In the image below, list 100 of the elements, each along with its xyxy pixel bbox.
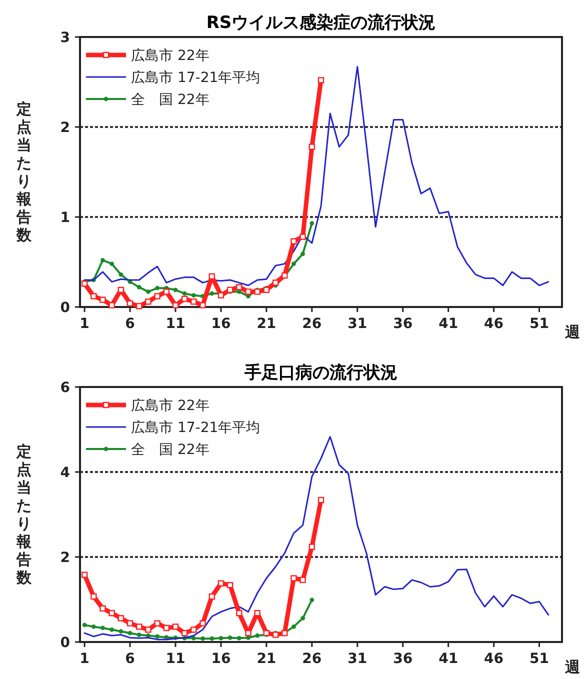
x-tick-label: 11 bbox=[166, 651, 186, 667]
point bbox=[200, 302, 206, 308]
y-tick-label: 1 bbox=[60, 210, 70, 226]
point bbox=[154, 293, 160, 300]
x-axis-title: 週 bbox=[564, 658, 581, 676]
point bbox=[100, 626, 105, 630]
legend-label: 広島市 22年 bbox=[131, 398, 210, 414]
point bbox=[182, 291, 187, 296]
point bbox=[163, 624, 170, 632]
point bbox=[118, 286, 124, 293]
point bbox=[272, 280, 279, 286]
point bbox=[236, 284, 242, 290]
point bbox=[126, 300, 134, 306]
point bbox=[255, 633, 260, 638]
x-tick-label: 41 bbox=[438, 651, 458, 667]
x-tick-label: 1 bbox=[80, 316, 90, 332]
point bbox=[300, 234, 306, 240]
point bbox=[91, 624, 96, 629]
point bbox=[90, 593, 97, 600]
x-tick-label: 16 bbox=[211, 651, 231, 667]
x-tick-label: 6 bbox=[125, 651, 135, 667]
point bbox=[100, 296, 106, 303]
point bbox=[118, 629, 124, 634]
point bbox=[300, 576, 306, 584]
point bbox=[318, 77, 324, 84]
x-tick-label: 46 bbox=[484, 651, 504, 667]
point bbox=[318, 496, 324, 504]
point bbox=[226, 286, 234, 293]
point bbox=[155, 634, 160, 639]
point bbox=[90, 293, 97, 300]
y-tick-label: 2 bbox=[60, 120, 70, 136]
point bbox=[172, 624, 179, 630]
legend-label: 広島市 22年 bbox=[131, 48, 210, 64]
y-axis-title: 定点当たり報告数 bbox=[16, 442, 32, 586]
point bbox=[208, 273, 215, 280]
point bbox=[310, 221, 314, 226]
point bbox=[136, 285, 142, 290]
point bbox=[210, 291, 214, 296]
point bbox=[254, 288, 260, 295]
x-axis-title: 週 bbox=[564, 323, 581, 341]
x-tick-label: 36 bbox=[393, 651, 413, 667]
point bbox=[136, 632, 142, 637]
point bbox=[218, 292, 224, 298]
y-axis-title: 定点当たり報告数 bbox=[16, 100, 32, 244]
point bbox=[145, 298, 152, 305]
point bbox=[308, 544, 316, 550]
chart-title: 手足口病の流行状況 bbox=[244, 363, 398, 383]
point bbox=[100, 605, 106, 612]
x-tick-label: 26 bbox=[302, 316, 322, 332]
point bbox=[118, 615, 124, 622]
point bbox=[300, 616, 306, 620]
point bbox=[190, 298, 197, 305]
y-tick-label: 0 bbox=[60, 635, 70, 651]
y-tick-label: 2 bbox=[60, 550, 70, 566]
x-tick-label: 31 bbox=[348, 651, 368, 667]
x-tick-label: 46 bbox=[484, 316, 504, 332]
point bbox=[145, 626, 152, 633]
point bbox=[181, 630, 188, 636]
point bbox=[292, 262, 296, 266]
y-tick-label: 6 bbox=[60, 380, 70, 396]
point bbox=[108, 610, 115, 616]
point bbox=[100, 258, 105, 262]
x-tick-label: 36 bbox=[393, 316, 413, 332]
legend-label: 広島市 17-21年平均 bbox=[131, 420, 260, 436]
point bbox=[263, 630, 270, 636]
point bbox=[81, 280, 88, 287]
x-tick-label: 26 bbox=[302, 651, 322, 667]
point bbox=[200, 620, 206, 626]
point bbox=[173, 288, 178, 292]
point bbox=[218, 580, 224, 586]
chart-title: RSウイルス感染症の流行状況 bbox=[206, 13, 436, 33]
point bbox=[246, 636, 250, 640]
point bbox=[191, 636, 196, 640]
y-tick-label: 4 bbox=[60, 465, 70, 481]
point bbox=[226, 582, 234, 588]
point bbox=[136, 303, 142, 310]
point bbox=[181, 296, 188, 302]
x-tick-label: 31 bbox=[348, 316, 368, 332]
point bbox=[228, 636, 232, 640]
x-tick-label: 16 bbox=[211, 316, 231, 332]
point bbox=[236, 610, 242, 616]
point bbox=[155, 286, 160, 290]
point bbox=[128, 630, 132, 636]
x-tick-label: 41 bbox=[438, 316, 458, 332]
point bbox=[146, 290, 150, 294]
point bbox=[272, 632, 279, 638]
point bbox=[218, 636, 224, 640]
point bbox=[208, 593, 215, 600]
x-tick-label: 1 bbox=[80, 651, 90, 667]
legend-label: 全 国 22年 bbox=[131, 442, 210, 458]
point bbox=[110, 262, 114, 266]
point bbox=[154, 620, 160, 626]
x-tick-label: 51 bbox=[530, 316, 550, 332]
point bbox=[118, 272, 124, 277]
point bbox=[110, 627, 114, 632]
y-tick-label: 0 bbox=[60, 300, 70, 316]
point bbox=[236, 636, 242, 640]
x-tick-label: 21 bbox=[256, 316, 276, 332]
point bbox=[210, 636, 214, 641]
legend-label: 広島市 17-21年平均 bbox=[131, 70, 260, 86]
